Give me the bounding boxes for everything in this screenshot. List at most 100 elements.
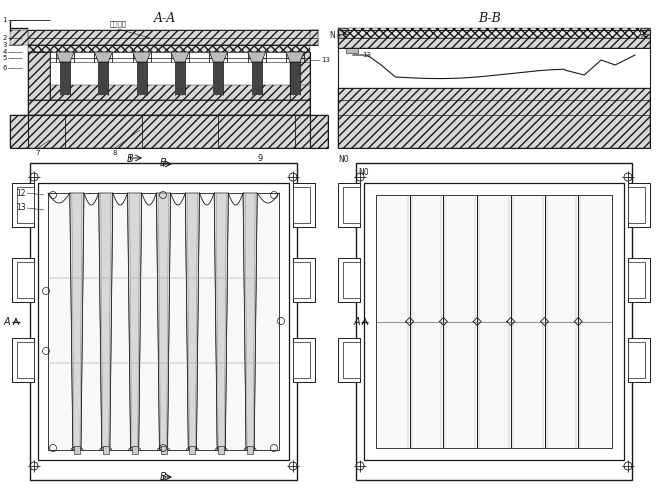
Bar [12,258,34,302]
Bar [293,338,315,382]
Polygon shape [128,193,142,450]
Bar [103,446,109,454]
Text: 9: 9 [258,154,263,163]
Bar [161,446,167,454]
Text: 13: 13 [16,203,26,212]
Bar [293,183,315,227]
Bar [28,45,310,52]
Text: N: N [330,30,335,40]
Bar [17,187,34,223]
Text: N0: N0 [358,168,368,177]
Bar [628,262,645,298]
Text: A: A [3,317,10,327]
Text: 5: 5 [3,55,7,61]
Bar [628,258,650,302]
Bar [642,28,650,38]
Bar [290,52,310,100]
Bar [640,28,650,34]
Text: A: A [353,317,360,327]
Bar [28,52,50,100]
Text: 1: 1 [3,17,7,23]
Polygon shape [132,52,151,62]
Bar [628,183,650,227]
Bar [338,258,360,302]
Bar [214,58,223,95]
Polygon shape [94,52,112,62]
Bar [343,342,360,378]
Bar [175,58,185,95]
Text: B: B [159,158,166,168]
Polygon shape [56,52,74,62]
Bar [338,30,650,48]
Bar [628,342,645,378]
Bar [364,183,624,460]
Bar [338,28,346,38]
Text: 4: 4 [3,49,7,55]
Text: 13: 13 [321,57,330,63]
Polygon shape [185,193,200,450]
Text: 12: 12 [16,188,26,198]
Polygon shape [156,193,171,450]
Text: 2: 2 [3,35,7,41]
Bar [343,187,360,223]
Bar [628,187,645,223]
Bar [17,262,34,298]
Polygon shape [214,193,228,450]
Bar [50,85,310,100]
Text: N0: N0 [338,155,349,164]
Text: B: B [159,472,166,482]
Bar [136,58,147,95]
Text: 6: 6 [3,65,7,71]
Bar [290,58,300,95]
Polygon shape [99,193,113,450]
Bar [17,342,34,378]
Polygon shape [243,193,257,450]
Text: B: B [127,154,133,164]
Bar [338,338,360,382]
Bar [310,30,318,45]
Polygon shape [248,52,266,62]
Bar [293,187,310,223]
Text: 8: 8 [113,150,117,156]
Bar [60,58,70,95]
Bar [10,30,28,45]
Bar [30,163,297,480]
Bar [28,30,318,45]
Bar [346,48,642,90]
Bar [48,193,279,450]
Bar [338,28,348,34]
Bar [338,183,360,227]
Text: A-A: A-A [154,12,176,25]
Bar [74,446,80,454]
Bar [98,58,108,95]
Text: 3: 3 [3,42,7,48]
Bar [132,446,138,454]
Polygon shape [210,52,227,62]
Text: B-B: B-B [478,12,501,25]
Text: 7: 7 [36,150,40,156]
Bar [247,446,253,454]
Bar [218,446,224,454]
Bar [252,58,262,95]
Bar [293,342,310,378]
Bar [12,338,34,382]
Polygon shape [171,52,189,62]
Text: 通气管道: 通气管道 [109,20,127,27]
Bar [356,163,632,480]
Bar [28,100,310,115]
Bar [293,258,315,302]
Bar [10,115,328,148]
Bar [12,183,34,227]
Bar [38,183,289,460]
Bar [343,262,360,298]
Polygon shape [70,193,84,450]
Bar [346,48,358,53]
Bar [628,338,650,382]
Bar [293,262,310,298]
Bar [376,195,612,448]
Text: 13: 13 [362,52,371,58]
Bar [338,88,650,148]
Polygon shape [286,52,304,62]
Bar [189,446,195,454]
Bar [346,28,642,38]
